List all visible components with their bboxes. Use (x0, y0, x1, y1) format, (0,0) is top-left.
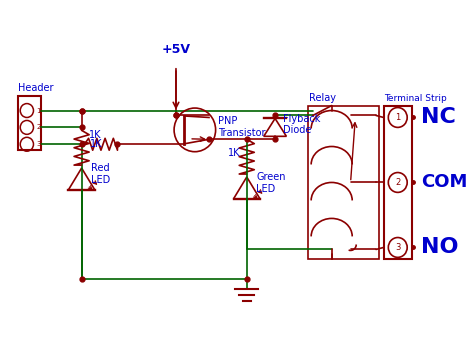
Bar (308, 105, 379, 260)
Text: NC: NC (421, 108, 456, 127)
Bar (18, 95, 41, 150)
Text: Green
LED: Green LED (256, 172, 286, 194)
Text: 1K: 1K (228, 148, 240, 158)
Text: Terminal Strip: Terminal Strip (383, 94, 447, 103)
Text: Relay: Relay (309, 93, 336, 103)
Text: 1K: 1K (90, 139, 102, 149)
Text: COM: COM (421, 174, 468, 191)
Text: 1K: 1K (89, 130, 101, 140)
Text: 2: 2 (36, 124, 41, 130)
Text: Flyback
Diode: Flyback Diode (283, 114, 320, 135)
Bar (383, 105, 412, 260)
Text: 3: 3 (36, 141, 41, 147)
Text: Header: Header (18, 83, 54, 93)
Text: 3: 3 (395, 243, 401, 252)
Text: 1: 1 (36, 108, 41, 114)
Text: 2: 2 (395, 178, 401, 187)
Text: 1: 1 (395, 113, 401, 122)
Text: PNP
Transistor: PNP Transistor (219, 116, 266, 138)
Text: +5V: +5V (162, 43, 191, 56)
Text: NO: NO (421, 237, 459, 257)
Text: Red
LED: Red LED (91, 163, 110, 185)
